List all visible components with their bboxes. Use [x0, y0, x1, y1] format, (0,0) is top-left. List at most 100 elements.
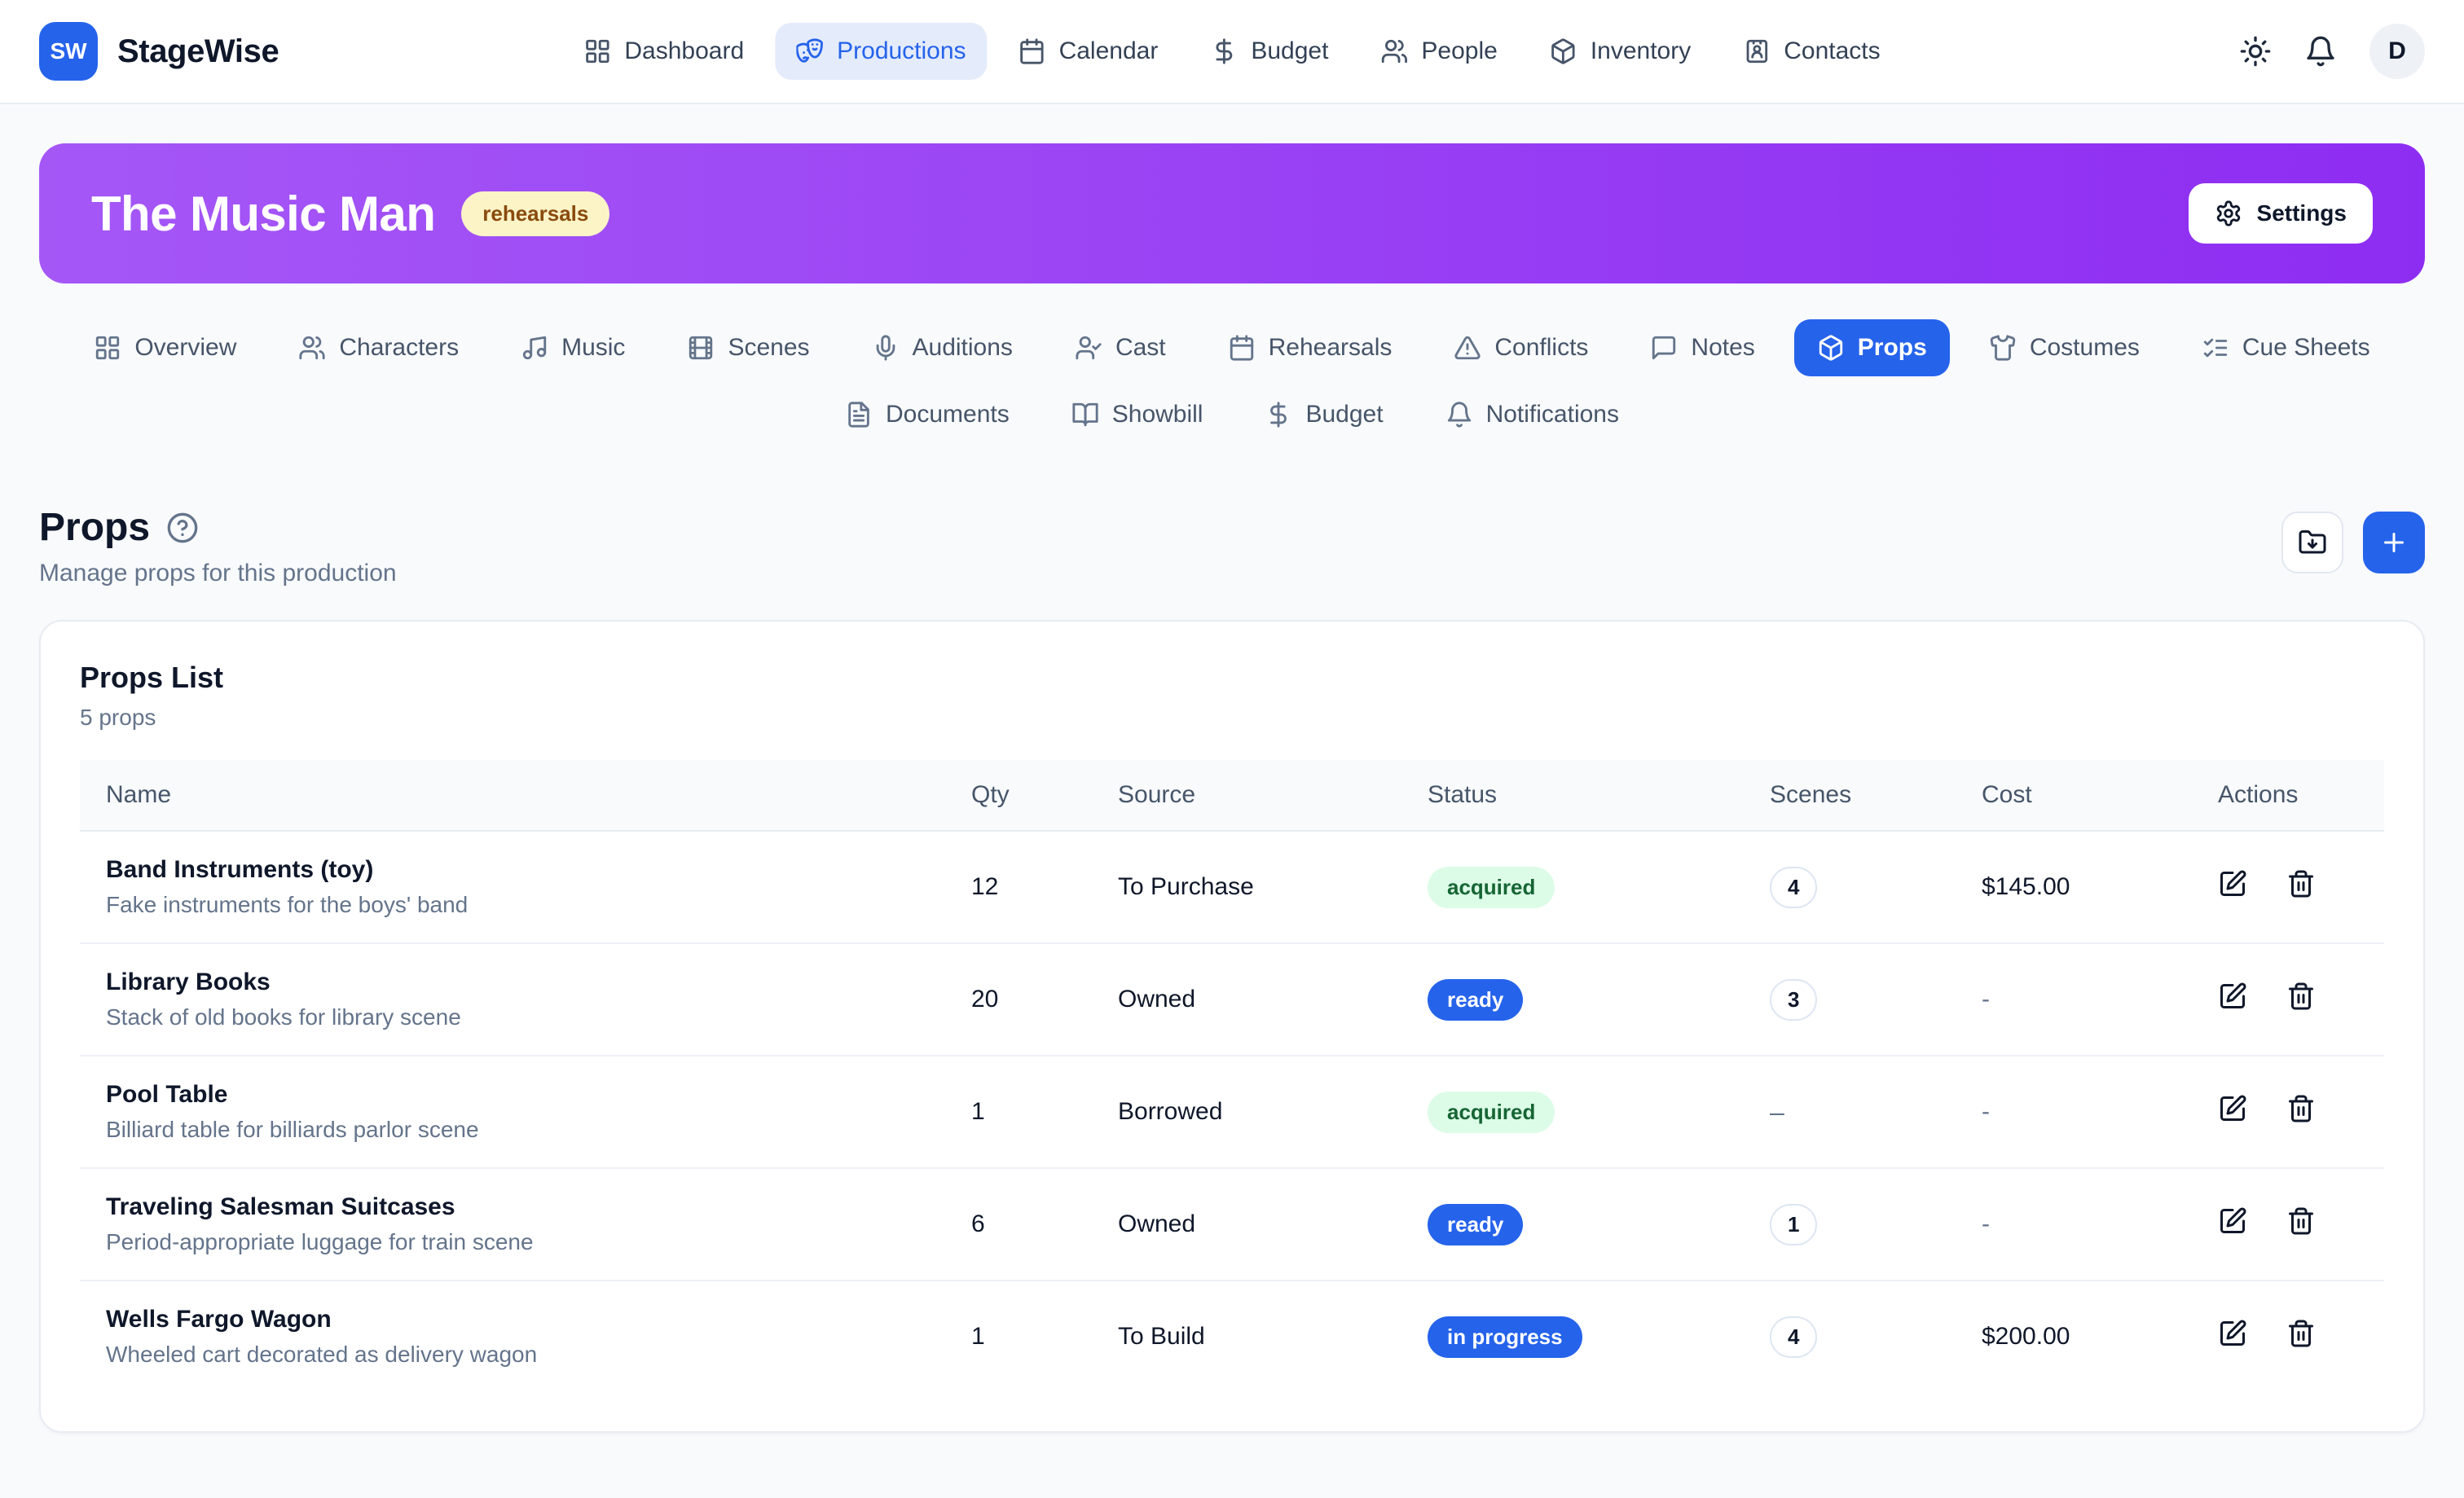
notifications-button[interactable] [2304, 35, 2337, 68]
tab-label: Rehearsals [1268, 334, 1393, 361]
prop-qty: 6 [945, 1167, 1092, 1281]
delete-prop-button[interactable] [2286, 869, 2316, 898]
app-logo-text: SW [50, 38, 87, 64]
prop-qty: 1 [945, 1055, 1092, 1168]
edit-prop-button[interactable] [2218, 1094, 2247, 1123]
props-table-body: Band Instruments (toy) Fake instruments f… [80, 831, 2384, 1392]
scenes-count-badge: 4 [1770, 1316, 1818, 1358]
prop-source: Borrowed [1092, 1055, 1401, 1168]
nav-item-inventory[interactable]: Inventory [1529, 23, 1712, 80]
tab-rehearsals[interactable]: Rehearsals [1205, 319, 1415, 376]
nav-item-label: Inventory [1590, 37, 1692, 64]
nav-item-label: Contacts [1784, 37, 1881, 64]
tab-cast[interactable]: Cast [1052, 319, 1189, 376]
table-row: Pool Table Billiard table for billiards p… [80, 1055, 2384, 1168]
prop-source: Owned [1092, 942, 1401, 1056]
tab-label: Notes [1691, 334, 1755, 361]
page-title: Props [39, 506, 151, 549]
help-button[interactable] [166, 512, 199, 544]
nav-item-label: Budget [1251, 37, 1329, 64]
tab-label: Scenes [728, 334, 810, 361]
calendar-icon [1020, 38, 1044, 64]
tab-budget[interactable]: Budget [1242, 386, 1406, 443]
trash-icon [2289, 982, 2313, 1010]
tab-costumes[interactable]: Costumes [1966, 319, 2163, 376]
edit-icon [2220, 1320, 2246, 1346]
scenes-count-badge: 3 [1770, 978, 1818, 1021]
edit-prop-button[interactable] [2218, 982, 2247, 1011]
scenes-count-badge: 4 [1770, 866, 1818, 908]
music-note-icon [522, 336, 547, 360]
section-header: Props Manage props for this production [39, 505, 2425, 587]
nav-item-budget[interactable]: Budget [1189, 23, 1349, 80]
main-content: The Music Man rehearsals Settings Overvi… [0, 143, 2464, 1498]
film-icon [689, 336, 713, 360]
nav-item-calendar[interactable]: Calendar [997, 23, 1180, 80]
trash-icon [2289, 1207, 2313, 1235]
tab-scenes[interactable]: Scenes [664, 319, 832, 376]
theme-toggle-button[interactable] [2239, 35, 2272, 68]
edit-prop-button[interactable] [2218, 1206, 2247, 1236]
tab-conflicts[interactable]: Conflicts [1431, 319, 1611, 376]
tab-label: Characters [339, 334, 460, 361]
prop-source: To Purchase [1118, 873, 1254, 900]
delete-prop-button[interactable] [2286, 1094, 2316, 1123]
delete-prop-button[interactable] [2286, 1206, 2316, 1236]
settings-button[interactable]: Settings [2188, 183, 2373, 244]
prop-source: Owned [1092, 1167, 1401, 1281]
app-logo[interactable]: SW [39, 22, 98, 81]
edit-icon [2220, 982, 2246, 1008]
status-badge: acquired [1428, 866, 1555, 908]
nav-item-people[interactable]: People [1359, 23, 1518, 80]
prop-description: Fake instruments for the boys' band [106, 892, 469, 917]
sun-icon [2240, 36, 2271, 67]
edit-prop-button[interactable] [2218, 1319, 2247, 1348]
delete-prop-button[interactable] [2286, 982, 2316, 1011]
tab-overview[interactable]: Overview [71, 319, 259, 376]
prop-cost: - [1956, 1055, 2192, 1168]
scenes-empty: – [1770, 1096, 1784, 1127]
drama-masks-icon [796, 38, 823, 63]
prop-description: Wheeled cart decorated as delivery wagon [106, 1342, 538, 1367]
folder-import-icon [2299, 530, 2326, 554]
nav-item-productions[interactable]: Productions [775, 23, 988, 80]
avatar[interactable]: D [2369, 24, 2425, 79]
grid-icon [586, 39, 609, 64]
column-header-status: Status [1401, 760, 1744, 832]
tab-documents[interactable]: Documents [822, 386, 1032, 443]
nav-item-dashboard[interactable]: Dashboard [562, 23, 765, 80]
user-check-icon [1076, 336, 1102, 360]
prop-description: Period-appropriate luggage for train sce… [106, 1229, 534, 1254]
speech-bubble-icon [1652, 336, 1676, 360]
prop-cost: - [1956, 1167, 2192, 1281]
tab-showbill[interactable]: Showbill [1049, 386, 1226, 443]
import-props-button[interactable] [2281, 512, 2343, 573]
top-nav-bar: SW StageWise Dashboard Productions Calenda… [0, 0, 2464, 104]
edit-icon [2220, 870, 2246, 896]
help-circle-icon [167, 512, 198, 543]
tab-auditions[interactable]: Auditions [849, 319, 1036, 376]
status-badge: acquired [1428, 1091, 1555, 1133]
delete-prop-button[interactable] [2286, 1319, 2316, 1348]
tab-props[interactable]: Props [1793, 319, 1950, 376]
people-icon [1381, 39, 1407, 64]
bell-icon [1447, 402, 1471, 428]
tab-label: Conflicts [1494, 334, 1589, 361]
edit-prop-button[interactable] [2218, 869, 2247, 898]
add-prop-button[interactable] [2363, 512, 2425, 573]
page-subtitle: Manage props for this production [39, 560, 397, 586]
props-table-header: Name Qty Source Status Scenes Cost Actions [80, 760, 2384, 832]
tab-music[interactable]: Music [498, 319, 648, 376]
tab-notifications[interactable]: Notifications [1423, 386, 1642, 443]
nav-item-contacts[interactable]: Contacts [1722, 23, 1901, 80]
plus-icon [2384, 533, 2404, 552]
tab-cue-sheets[interactable]: Cue Sheets [2179, 319, 2393, 376]
table-row: Library Books Stack of old books for libr… [80, 942, 2384, 1056]
props-count: 5 props [80, 705, 156, 730]
table-row: Wells Fargo Wagon Wheeled cart decorated … [80, 1280, 2384, 1392]
prop-name: Pool Table [106, 1081, 228, 1108]
avatar-initial: D [2388, 37, 2406, 64]
tab-notes[interactable]: Notes [1627, 319, 1777, 376]
top-actions: D [2239, 24, 2425, 79]
tab-characters[interactable]: Characters [275, 319, 482, 376]
